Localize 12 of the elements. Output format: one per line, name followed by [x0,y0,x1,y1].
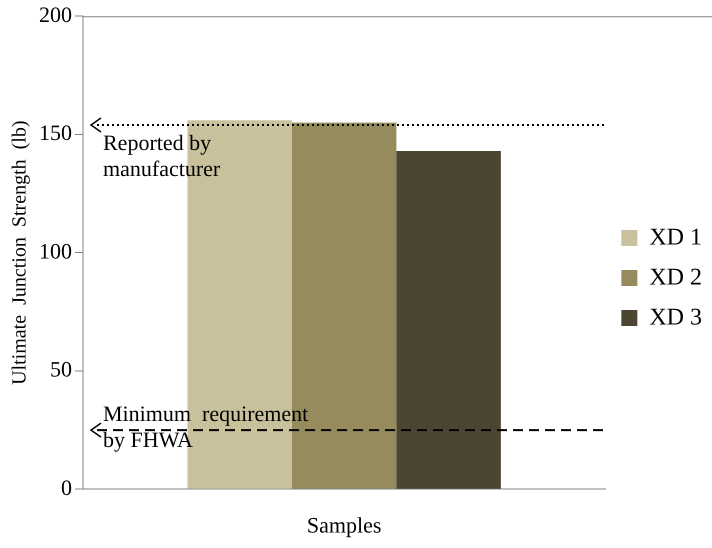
y-tick-label: 100 [39,238,72,264]
y-tick-label: 50 [50,356,72,382]
ref-line-label: Minimum requirement by FHWA [103,400,308,452]
y-tick-label: 200 [39,2,72,27]
legend-label: XD 3 [649,304,702,330]
legend-label: XD 2 [649,264,702,290]
y-axis-title: Ultimate Junction Strength (lb) [8,120,30,385]
x-axis-title: Samples [306,512,382,538]
ref-line-label: Reported by manufacturer [103,130,221,181]
y-tick-label: 0 [61,474,72,500]
y-tick-label: 150 [39,120,72,146]
legend-label: XD 1 [649,224,702,250]
